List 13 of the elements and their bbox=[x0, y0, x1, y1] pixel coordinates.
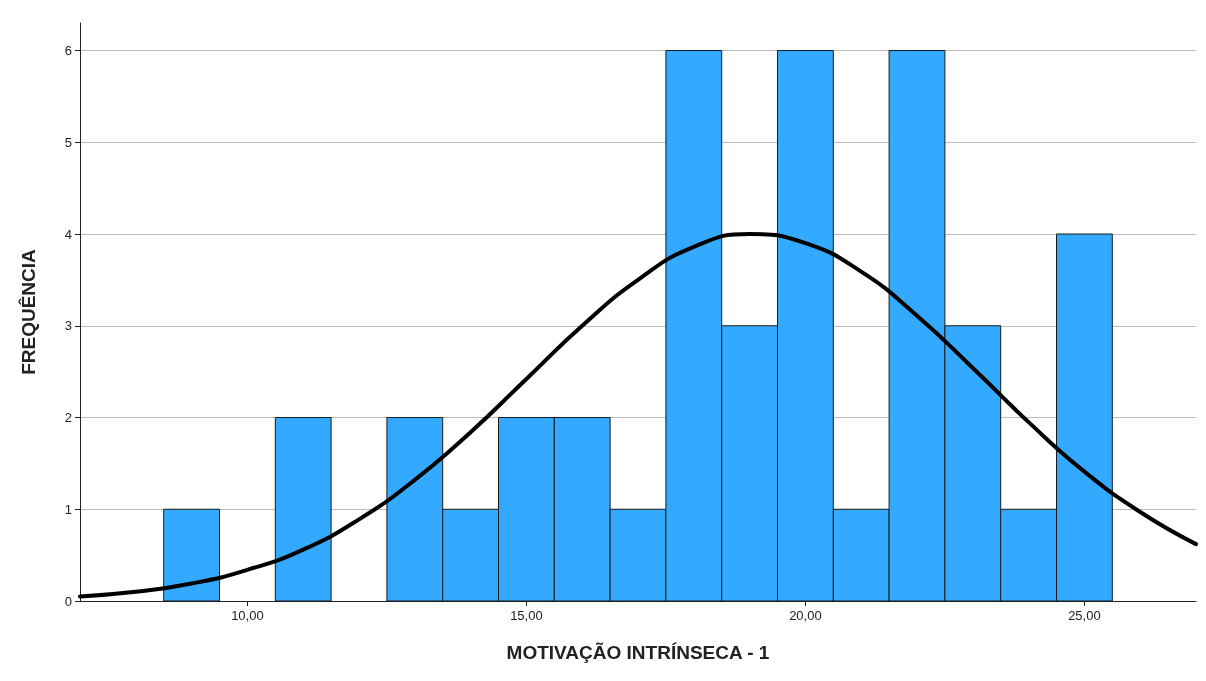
x-axis-title: MOTIVAÇÃO INTRÍNSECA - 1 bbox=[506, 642, 770, 663]
x-tick-label: 20,00 bbox=[789, 608, 822, 623]
y-tick-label: 4 bbox=[64, 226, 72, 242]
y-tick-label: 5 bbox=[64, 134, 72, 150]
x-tick-label: 10,00 bbox=[231, 608, 264, 623]
y-tick-label: 3 bbox=[64, 318, 72, 334]
y-tick-label: 2 bbox=[64, 410, 72, 426]
y-tick-label: 1 bbox=[64, 501, 72, 517]
y-tick-label: 6 bbox=[64, 43, 72, 59]
x-tick-label: 25,00 bbox=[1068, 608, 1101, 623]
y-tick-label: 0 bbox=[64, 593, 72, 609]
y-axis-title: FREQUÊNCIA bbox=[18, 248, 39, 375]
x-tick-label: 15,00 bbox=[510, 608, 543, 623]
